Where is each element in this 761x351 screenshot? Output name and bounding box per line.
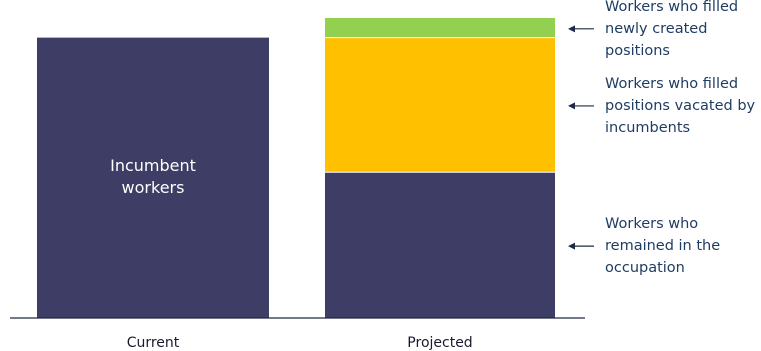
annotation-label-2-line-0: Workers who	[605, 216, 698, 232]
inbar-label-line-1: workers	[122, 178, 185, 197]
annotation-arrow-head-1	[568, 102, 575, 110]
annotation-arrow-head-0	[568, 25, 575, 33]
category-label-projected: Projected	[407, 335, 472, 351]
category-label-current: Current	[127, 335, 180, 351]
annotation-label-1-line-1: positions vacated by	[605, 98, 756, 114]
inbar-label-line-0: Incumbent	[110, 156, 196, 175]
annotation-label-0-line-2: positions	[605, 43, 670, 59]
bar-segment-current-0	[37, 37, 269, 319]
annotation-label-2-line-1: remained in the	[605, 238, 720, 254]
bar-segment-projected-3	[325, 18, 555, 38]
bar-segment-projected-2	[325, 37, 555, 173]
annotation-label-1-line-2: incumbents	[605, 120, 690, 136]
annotation-label-2-line-2: occupation	[605, 260, 685, 276]
annotation-label-1-line-0: Workers who filled	[605, 76, 738, 92]
annotation-arrow-head-2	[568, 242, 575, 250]
annotation-label-0-line-1: newly created	[605, 21, 707, 37]
bar-segment-projected-1	[325, 172, 555, 318]
annotation-label-0-line-0: Workers who filled	[605, 0, 738, 15]
